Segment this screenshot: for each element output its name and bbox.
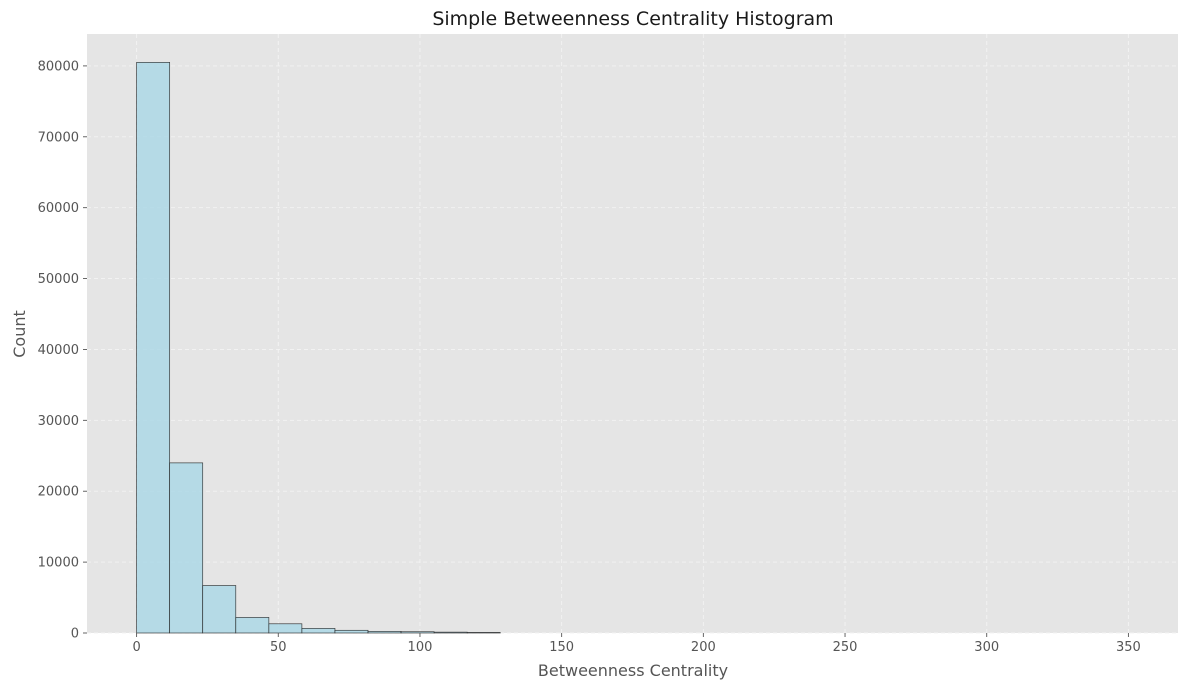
- x-tick-label: 50: [270, 640, 287, 655]
- histogram-bar: [268, 623, 303, 634]
- histogram-bar: [169, 462, 204, 634]
- y-tick-label: 70000: [38, 130, 79, 145]
- histogram-bar: [301, 628, 336, 634]
- x-tick-label: 250: [833, 640, 858, 655]
- bars: [136, 62, 501, 634]
- histogram-bar: [136, 62, 171, 634]
- x-tick-label: 150: [549, 640, 574, 655]
- histogram-bar: [235, 617, 270, 634]
- x-axis: 0 50 100 150 200 250 300 350: [132, 633, 1141, 655]
- x-axis-title: Betweenness Centrality: [538, 661, 728, 680]
- y-tick-label: 30000: [38, 414, 79, 429]
- histogram-bar: [334, 629, 369, 634]
- x-tick-label: 100: [408, 640, 433, 655]
- y-tick-label: 0: [71, 627, 79, 642]
- x-tick-label: 0: [132, 640, 140, 655]
- y-tick-label: 80000: [38, 59, 79, 74]
- y-tick-label: 10000: [38, 556, 79, 571]
- x-tick-label: 200: [691, 640, 716, 655]
- plot-area: [87, 34, 1178, 633]
- x-tick-label: 300: [974, 640, 999, 655]
- histogram-bar: [466, 632, 501, 634]
- histogram-bar: [433, 631, 468, 634]
- y-axis-title: Count: [10, 310, 29, 358]
- y-tick-label: 60000: [38, 201, 79, 216]
- chart-title: Simple Betweenness Centrality Histogram: [432, 8, 833, 30]
- histogram-bar: [367, 631, 402, 634]
- y-tick-label: 50000: [38, 272, 79, 287]
- x-tick-label: 350: [1116, 640, 1141, 655]
- y-tick-label: 40000: [38, 343, 79, 358]
- histogram-bar: [400, 631, 435, 634]
- y-axis: 0 10000 20000 30000 40000 50000 60000 70000 8000…: [38, 59, 87, 642]
- y-tick-label: 20000: [38, 485, 79, 500]
- grid: [87, 34, 1178, 634]
- histogram-bar: [202, 585, 237, 634]
